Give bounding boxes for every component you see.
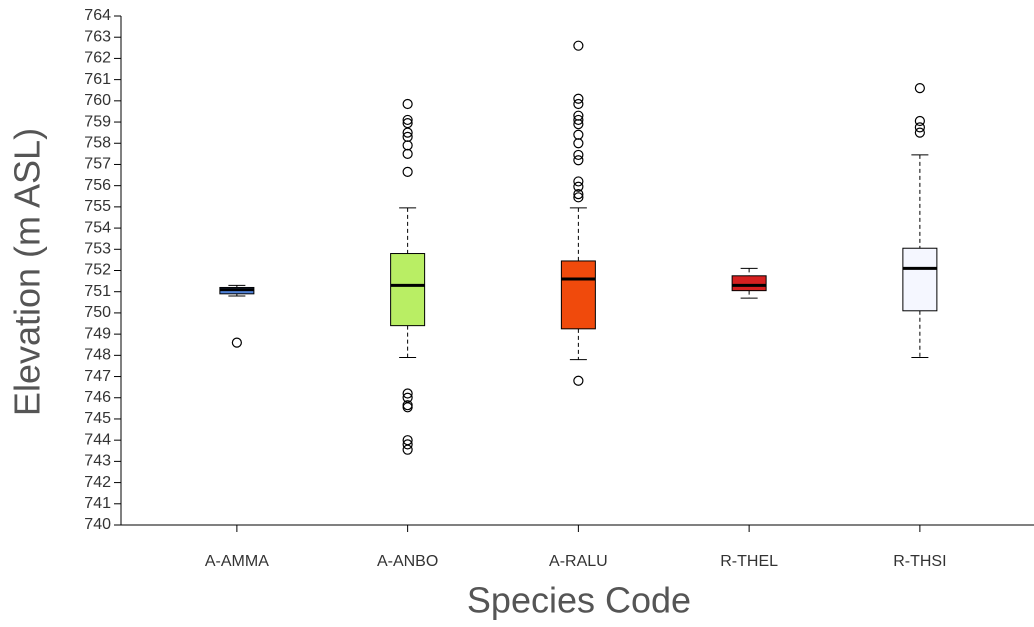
y-tick-label: 741 [84, 495, 111, 512]
outlier [402, 98, 413, 110]
y-tick-label: 758 [84, 134, 111, 151]
y-tick-label: 750 [84, 304, 111, 321]
outlier [402, 166, 413, 177]
y-tick-label: 753 [84, 241, 111, 258]
y-tick-label: 746 [84, 389, 111, 406]
outlier [573, 189, 584, 200]
y-tick-label: 749 [84, 325, 111, 342]
y-tick-label: 740 [84, 516, 111, 533]
outlier [573, 98, 584, 110]
outlier [573, 176, 584, 187]
x-tick-label: R-THSI [893, 553, 946, 570]
y-tick-label: 751 [84, 283, 111, 300]
outlier [914, 115, 925, 127]
outlier [573, 40, 584, 51]
y-tick-label: 745 [84, 410, 111, 427]
outlier [402, 148, 413, 159]
y-tick-label: 744 [84, 431, 111, 448]
outlier [573, 375, 584, 386]
y-tick-label: 761 [84, 71, 111, 88]
y-tick-label: 760 [84, 92, 111, 109]
outlier [914, 83, 925, 94]
outlier [573, 114, 584, 126]
x-tick-label: R-THEL [720, 553, 778, 570]
y-tick-label: 759 [84, 113, 111, 130]
outlier [573, 119, 584, 130]
box [390, 253, 426, 327]
outlier [573, 155, 584, 166]
y-tick-label: 764 [84, 7, 111, 24]
y-tick-label: 742 [84, 474, 111, 491]
outlier [402, 388, 413, 399]
box [902, 247, 938, 312]
outlier [402, 114, 413, 126]
outlier [402, 444, 413, 455]
outlier [573, 192, 584, 203]
outlier [573, 181, 584, 192]
box [731, 275, 767, 292]
y-tick-label: 754 [84, 219, 111, 236]
outlier [573, 149, 584, 161]
outlier [914, 122, 925, 133]
y-tick-label: 748 [84, 347, 111, 364]
y-tick-label: 755 [84, 198, 111, 215]
y-tick-label: 757 [84, 156, 111, 173]
y-axis-title: Elevation (m ASL) [7, 128, 48, 416]
y-tick-label: 762 [84, 50, 111, 67]
outlier [573, 93, 584, 104]
x-axis-title: Species Code [467, 580, 691, 621]
y-tick-label: 763 [84, 28, 111, 45]
outlier [402, 140, 413, 151]
outlier [914, 127, 925, 138]
y-tick-label: 743 [84, 453, 111, 470]
y-tick-label: 747 [84, 368, 111, 385]
outlier [402, 402, 413, 413]
outlier [573, 129, 584, 140]
box [560, 260, 596, 330]
y-tick-label: 756 [84, 177, 111, 194]
outlier [231, 337, 242, 348]
x-tick-label: A-ANBO [377, 553, 438, 570]
x-tick-label: A-RALU [549, 553, 608, 570]
outlier [573, 138, 584, 149]
outlier [402, 127, 413, 138]
y-tick-label: 752 [84, 262, 111, 279]
outlier [402, 439, 413, 450]
x-tick-label: A-AMMA [205, 553, 269, 570]
